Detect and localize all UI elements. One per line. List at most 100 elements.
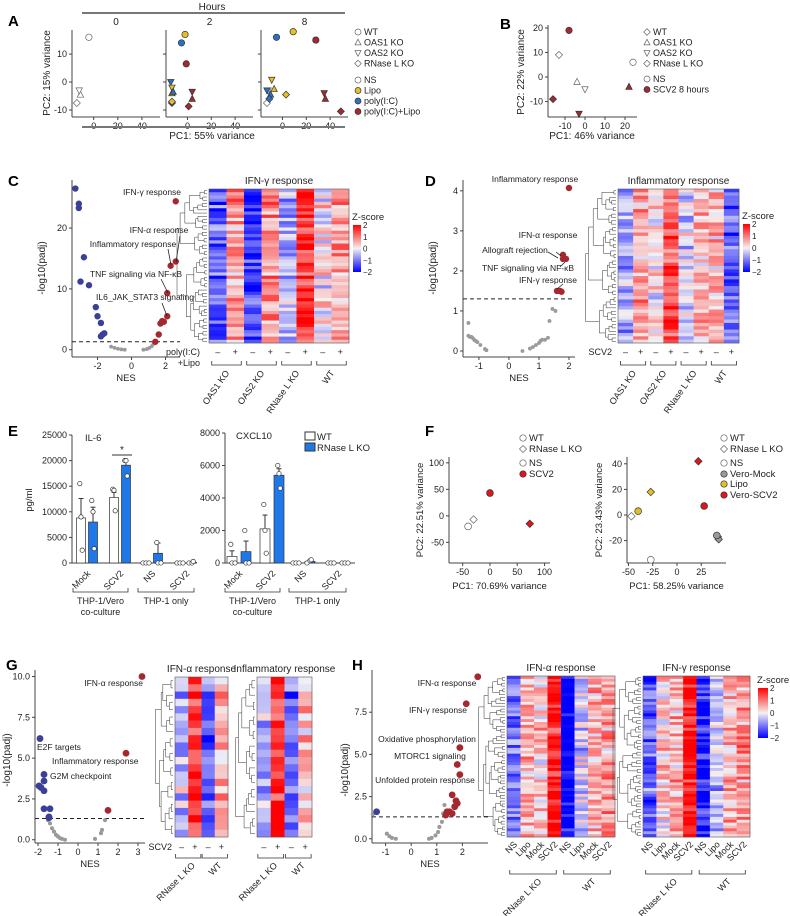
heatmap-cell	[209, 294, 227, 299]
heatmap-cell	[618, 222, 634, 227]
heatmap-cell	[574, 733, 589, 737]
heatmap-cell	[669, 730, 684, 734]
heatmap-cell	[723, 793, 737, 798]
heatmap-title: IFN-γ response	[662, 663, 731, 674]
heatmap-cell	[507, 816, 521, 821]
heatmap-cell	[648, 262, 664, 267]
y-tick-label: 0.0	[17, 835, 30, 845]
heatmap-cell	[188, 727, 202, 736]
y-tick-label: 10000	[42, 507, 67, 517]
heatmap-cell	[209, 266, 227, 270]
condition-label: poly(I:C)	[166, 347, 200, 357]
y-tick-label: 10	[533, 47, 543, 57]
legend-label: RNase L KO	[730, 444, 783, 455]
heatmap-title: IFN-α response	[526, 663, 596, 674]
heatmap-cell	[709, 704, 724, 708]
heatmap-cell	[696, 825, 711, 829]
heatmap-cell	[696, 747, 711, 752]
heatmap-cell	[648, 272, 664, 277]
pathway-point-down	[46, 805, 54, 813]
heatmap-cell	[708, 222, 725, 227]
heatmap-cell	[214, 713, 229, 721]
heatmap-cell	[736, 825, 751, 829]
heatmap-cell	[257, 800, 272, 809]
heatmap-cell	[709, 719, 724, 723]
heatmap-cell	[214, 822, 229, 831]
heatmap-cell	[296, 278, 315, 283]
replicate-point	[91, 546, 97, 552]
heatmap-cell	[678, 249, 694, 253]
annotation-leader-line	[175, 235, 181, 263]
x-tick-label: -2	[34, 847, 42, 857]
heatmap-cell	[175, 735, 189, 743]
replicate-point	[232, 560, 238, 566]
heatmap-cell	[188, 698, 202, 707]
heatmap-cell	[601, 791, 616, 795]
heatmap-cell	[723, 255, 740, 260]
heatmap-cell	[507, 799, 521, 803]
heatmap-cell	[723, 747, 737, 752]
heatmap-cell	[656, 762, 671, 766]
heatmap-cell	[696, 776, 711, 780]
heatmap-cell	[314, 278, 332, 283]
heatmap-cell	[709, 727, 724, 731]
heatmap-cell	[683, 724, 697, 729]
heatmap-cell	[261, 314, 280, 318]
heatmap-cell	[736, 730, 751, 734]
heatmap-cell	[209, 317, 227, 321]
heatmap-cell	[296, 208, 315, 212]
heatmap-cell	[296, 240, 315, 244]
heatmap-cell	[284, 749, 299, 758]
heatmap-cell	[736, 802, 751, 806]
heatmap-cell	[561, 788, 575, 792]
heatmap-cell	[574, 796, 589, 800]
heatmap-cell	[261, 320, 280, 325]
heatmap-cell	[736, 727, 751, 731]
heatmap-cell	[209, 240, 227, 244]
pathway-point-up	[565, 184, 573, 192]
heatmap-cell	[618, 289, 634, 294]
heatmap-cell	[708, 329, 725, 334]
legend-label: RNase L KO	[529, 444, 582, 455]
heatmap-cell	[643, 701, 657, 706]
heatmap-cell	[534, 811, 548, 815]
x-tick-label: 2	[566, 361, 571, 371]
heatmap-cell	[633, 296, 649, 300]
heatmap-cell	[244, 266, 262, 270]
facet-title: 0	[113, 17, 119, 28]
heatmap-cell	[279, 221, 297, 225]
heatmap-cell	[656, 802, 671, 806]
heatmap-cell	[520, 811, 535, 815]
x-tick-label: 50	[512, 567, 522, 577]
heatmap-cell	[520, 773, 535, 777]
heatmap-cell	[507, 831, 521, 835]
heatmap-cell	[663, 286, 679, 290]
sample-point	[320, 90, 328, 98]
heatmap-cell	[648, 199, 664, 203]
heatmap-cell	[261, 275, 280, 280]
group-bracket	[698, 870, 746, 875]
heatmap-cell	[279, 307, 297, 312]
heatmap-cell	[226, 221, 245, 225]
heatmap-cell	[709, 690, 724, 694]
x-tick-label: 0	[582, 121, 587, 131]
heatmap-cell	[244, 201, 262, 206]
heatmap-cell	[331, 272, 350, 276]
heatmap-cell	[669, 825, 684, 829]
heatmap-cell	[693, 319, 710, 324]
heatmap-cell	[261, 278, 280, 283]
pathway-point-ns	[92, 836, 98, 841]
group-label: THP-1 only	[295, 596, 341, 606]
heatmap-cell	[588, 788, 602, 792]
heatmap-cell	[601, 750, 616, 754]
heatmap-cell	[693, 259, 710, 263]
y-tick-label: 25000	[42, 430, 67, 440]
heatmap-cell	[736, 710, 751, 714]
heatmap-cell	[736, 796, 751, 800]
heatmap-cell	[574, 822, 589, 826]
sample-point	[554, 50, 564, 59]
heatmap-cell	[296, 336, 315, 341]
pathway-point-ns	[429, 835, 434, 840]
heatmap-cell	[244, 243, 262, 248]
heatmap-cell	[574, 739, 589, 743]
